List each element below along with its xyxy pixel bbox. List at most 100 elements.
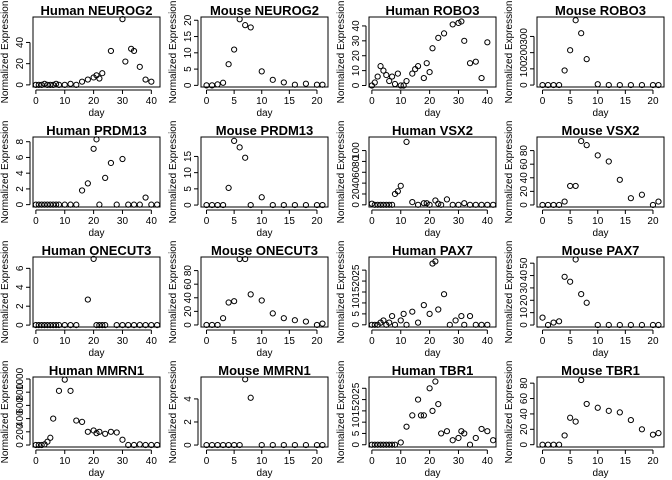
data-point — [35, 441, 42, 449]
x-axis-label: day — [256, 108, 272, 119]
data-point — [371, 79, 378, 86]
y-tick-label: 5 — [183, 66, 194, 72]
chart-title: Mouse MMRN1 — [218, 363, 310, 378]
data-point — [280, 79, 287, 86]
data-point — [136, 322, 143, 329]
x-tick-label: 10 — [256, 456, 268, 467]
data-point — [578, 376, 585, 384]
y-tick-label: 25 — [351, 382, 362, 394]
data-point — [73, 81, 80, 88]
x-tick-label: 20 — [88, 336, 100, 347]
data-point — [148, 441, 155, 449]
data-point — [73, 201, 80, 208]
data-point — [449, 21, 456, 28]
data-point — [130, 47, 138, 55]
chart-title: Human ROBO3 — [386, 3, 480, 18]
y-tick-label: 5 — [351, 311, 362, 317]
data-point — [96, 322, 103, 329]
data-point — [35, 201, 42, 208]
x-axis-label: day — [592, 348, 608, 359]
data-point — [32, 81, 39, 88]
x-tick-label: 0 — [33, 216, 39, 227]
data-point — [55, 322, 63, 329]
y-tick-label: 200 — [15, 423, 26, 440]
data-point — [435, 34, 442, 41]
data-point — [578, 137, 585, 145]
data-point — [397, 317, 404, 324]
data-point — [113, 322, 120, 329]
y-tick-label: 80 — [519, 377, 530, 389]
data-point — [583, 56, 590, 63]
y-tick-label: 20 — [519, 294, 530, 306]
data-point — [484, 39, 491, 46]
data-point — [44, 81, 51, 88]
data-point — [412, 66, 419, 73]
chart-panel: Human PRDM13 0 10 20 30 40 0 2 4 6 8 day Normalized … — [0, 121, 161, 239]
x-tick-label: 10 — [592, 336, 604, 347]
data-point — [377, 63, 384, 70]
x-axis-label: day — [424, 468, 440, 479]
data-point — [443, 196, 451, 203]
x-tick-label: 5 — [567, 336, 573, 347]
data-point — [291, 81, 298, 88]
y-tick-label: 5 — [351, 430, 362, 436]
x-tick-label: 20 — [424, 216, 436, 227]
data-point — [231, 298, 238, 305]
data-point — [247, 291, 254, 298]
data-point — [96, 428, 103, 435]
data-point — [655, 81, 662, 89]
x-tick-label: 40 — [146, 336, 158, 347]
data-point — [449, 201, 456, 208]
plot-frame — [368, 136, 497, 208]
y-axis-label: Normalized Expression — [0, 1, 11, 104]
x-tick-label: 10 — [592, 96, 604, 107]
data-point — [388, 441, 396, 448]
data-point — [302, 80, 310, 87]
data-point — [374, 441, 381, 448]
data-point — [426, 201, 433, 208]
data-point — [409, 308, 416, 315]
x-tick-label: 0 — [204, 456, 210, 467]
y-tick-label: 10 — [351, 416, 362, 428]
y-tick-label: 40 — [519, 408, 530, 420]
x-tick-label: 20 — [647, 216, 659, 227]
y-axis-label: Normalized Expression — [168, 1, 179, 104]
data-point — [319, 320, 326, 327]
data-point — [391, 321, 399, 328]
y-tick-label: 0 — [519, 202, 530, 208]
data-point — [102, 322, 109, 329]
data-point — [383, 71, 390, 79]
data-point — [154, 441, 161, 449]
data-point — [41, 322, 48, 329]
data-point — [490, 201, 497, 208]
data-point — [148, 201, 155, 208]
data-point — [52, 322, 60, 329]
y-tick-label: 80 — [351, 155, 362, 167]
data-point — [484, 201, 491, 208]
data-point — [435, 306, 442, 313]
x-tick-label: 5 — [231, 336, 237, 347]
data-point — [461, 321, 468, 328]
data-point — [655, 430, 662, 437]
data-point — [555, 81, 563, 89]
data-point — [225, 299, 232, 306]
x-axis-label: day — [256, 468, 272, 479]
data-point — [414, 63, 422, 70]
x-tick-label: 0 — [204, 216, 210, 227]
data-point — [414, 396, 422, 403]
data-point — [242, 255, 249, 263]
data-point — [472, 58, 479, 65]
data-point — [280, 441, 287, 449]
y-tick-label: 40 — [351, 20, 362, 32]
data-point — [52, 201, 60, 208]
x-tick-label: 30 — [117, 456, 129, 467]
data-point — [214, 321, 221, 329]
y-tick-label: 15 — [351, 286, 362, 298]
data-point — [142, 322, 149, 329]
x-tick-label: 40 — [482, 456, 494, 467]
data-point — [130, 441, 138, 449]
x-tick-label: 5 — [231, 456, 237, 467]
data-point — [107, 428, 115, 435]
data-point — [242, 22, 249, 29]
